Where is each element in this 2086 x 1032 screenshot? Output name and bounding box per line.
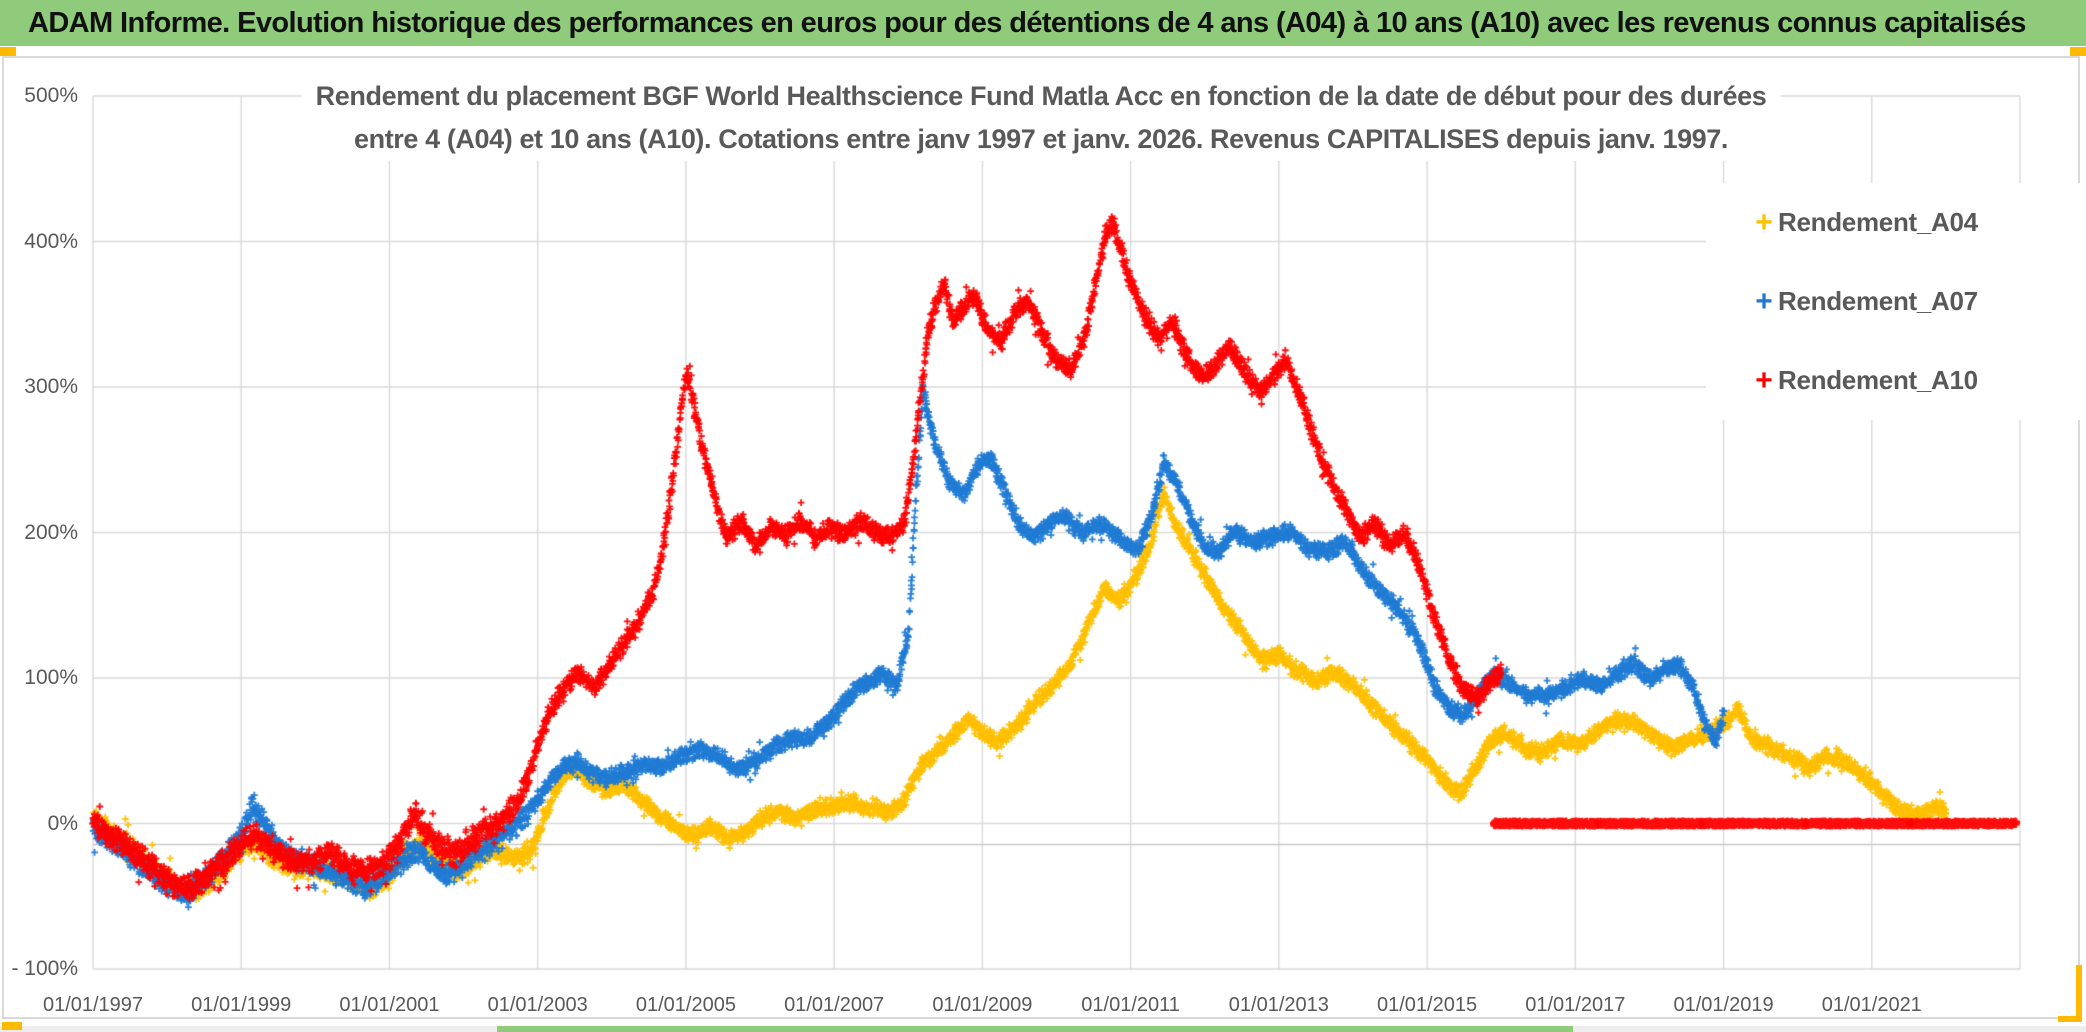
- y-tick-label: 300%: [24, 375, 78, 398]
- x-tick-label: 01/01/2015: [1377, 994, 1478, 1016]
- y-tick-label: 100%: [24, 666, 78, 689]
- selection-handle-top-right[interactable]: [2070, 47, 2086, 56]
- chart-legend: + Rendement_A04 + Rendement_A07 + Rendem…: [1706, 183, 2082, 420]
- plus-marker-icon: +: [1755, 205, 1773, 239]
- y-tick-label: 0%: [47, 811, 78, 835]
- legend-label: Rendement_A07: [1778, 286, 1978, 316]
- x-tick-label: 01/01/2021: [1821, 994, 1922, 1016]
- legend-item-a04[interactable]: + Rendement_A04: [1706, 183, 2082, 262]
- selection-handle-top-left[interactable]: [0, 47, 16, 56]
- bottom-green-cell: [497, 1026, 1573, 1032]
- chart-title-line1: Rendement du placement BGF World Healths…: [315, 81, 1767, 111]
- legend-item-a10[interactable]: + Rendement_A10: [1706, 341, 2082, 420]
- legend-label: Rendement_A04: [1778, 207, 1978, 237]
- plus-marker-icon: +: [1755, 284, 1773, 318]
- y-tick-label: 500%: [24, 84, 78, 107]
- y-tick-label: 200%: [24, 520, 78, 544]
- chart-title: Rendement du placement BGF World Healths…: [301, 75, 1781, 161]
- x-tick-label: 01/01/2005: [635, 994, 736, 1016]
- selection-handle-bottom-left[interactable]: [2, 1022, 22, 1030]
- chart-title-line2: entre 4 (A04) et 10 ans (A10). Cotations…: [353, 124, 1729, 154]
- x-tick-label: 01/01/1997: [42, 994, 144, 1016]
- x-tick-label: 01/01/2007: [784, 994, 885, 1016]
- legend-item-a07[interactable]: + Rendement_A07: [1706, 262, 2082, 341]
- x-tick-label: 01/01/2001: [339, 994, 440, 1016]
- selection-handle-bottom-right-h[interactable]: [2058, 1016, 2082, 1022]
- x-tick-label: 01/01/2011: [1081, 994, 1180, 1016]
- x-tick-label: 01/01/2019: [1673, 994, 1774, 1016]
- y-tick-label: - 100%: [11, 957, 78, 980]
- plus-marker-icon: +: [1755, 363, 1773, 397]
- x-tick-label: 01/01/2013: [1228, 994, 1329, 1016]
- selection-handle-bottom-right-v[interactable]: [2076, 965, 2082, 1022]
- x-tick-label: 01/01/2017: [1525, 994, 1626, 1016]
- y-tick-label: 400%: [24, 229, 78, 253]
- x-tick-label: 01/01/1999: [191, 994, 292, 1016]
- x-tick-label: 01/01/2003: [487, 994, 588, 1016]
- legend-label: Rendement_A10: [1778, 365, 1978, 395]
- x-tick-label: 01/01/2009: [932, 994, 1033, 1016]
